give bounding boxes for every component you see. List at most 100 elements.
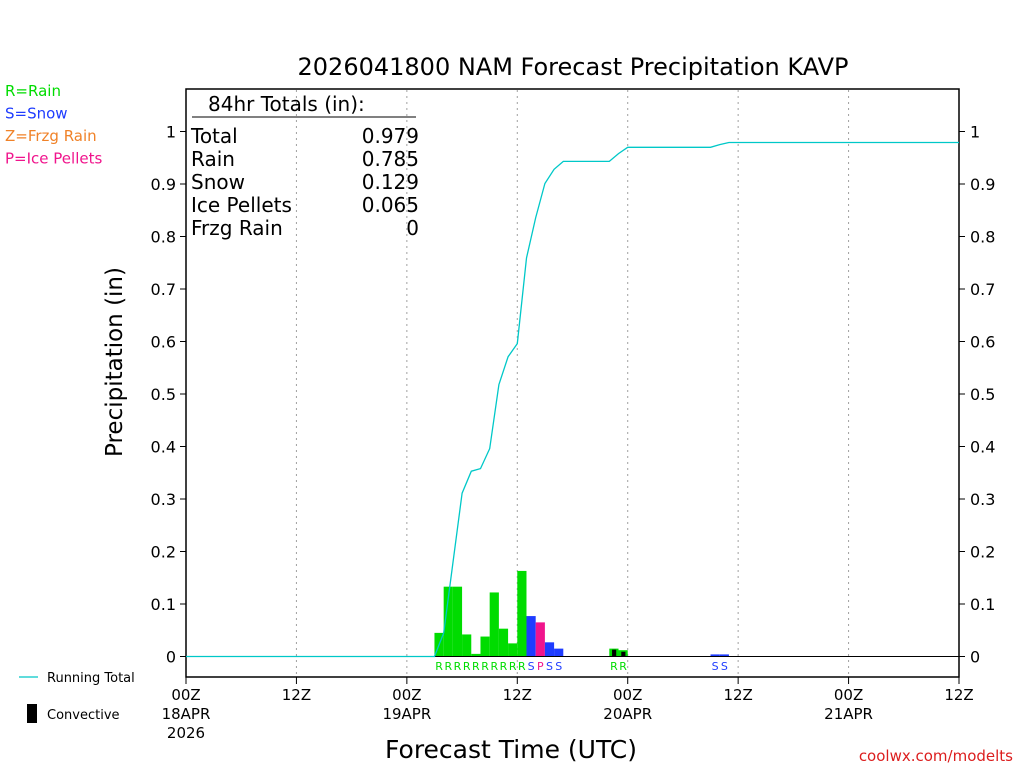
bar-R xyxy=(462,634,472,657)
precip-type-label: R xyxy=(619,660,627,673)
bar-R xyxy=(471,653,481,657)
precip-type-key: R=Rain S=Snow Z=Frzg Rain P=Ice Pellets xyxy=(5,82,102,168)
totals-header: 84hr Totals (in): xyxy=(208,92,365,116)
grid-lines xyxy=(295,90,850,676)
legend-convective-swatch xyxy=(27,704,37,723)
legend-convective-label: Convective xyxy=(47,708,120,723)
bar-S xyxy=(554,648,564,657)
y-tick-label-right: 0.7 xyxy=(970,280,995,299)
y-tick-label-right: 0.6 xyxy=(970,333,995,352)
x-axis-label: Forecast Time (UTC) xyxy=(385,735,637,764)
precip-type-label: P xyxy=(537,660,544,673)
y-tick-label-left: 0.8 xyxy=(151,228,176,247)
convective-series xyxy=(612,649,626,657)
precip-type-label: R xyxy=(490,660,498,673)
y-tick-label-left: 1 xyxy=(166,123,176,142)
convective-bar xyxy=(612,649,617,657)
y-tick-label-left: 0.9 xyxy=(151,175,176,194)
key-entry: S=Snow xyxy=(5,105,68,123)
precip-type-label: S xyxy=(721,660,728,673)
precip-type-label: R xyxy=(472,660,480,673)
bar-S xyxy=(719,654,729,657)
x-tick-label: 00Z xyxy=(834,686,863,704)
x-tick-label: 12Z xyxy=(723,686,752,704)
convective-bar xyxy=(621,651,626,657)
x-tick-year-label: 2026 xyxy=(167,724,205,742)
precip-type-label: R xyxy=(454,660,462,673)
key-entry: Z=Frzg Rain xyxy=(5,127,97,145)
y-tick-label-right: 0.8 xyxy=(970,228,995,247)
precip-type-label: R xyxy=(444,660,452,673)
y-tick-label-right: 0.2 xyxy=(970,543,995,562)
x-tick-date-label: 18APR xyxy=(162,705,211,723)
totals-row-label: Rain xyxy=(191,147,235,171)
precip-type-label: R xyxy=(435,660,443,673)
y-tick-label-left: 0 xyxy=(166,648,176,667)
legend-running-total-label: Running Total xyxy=(47,671,135,686)
totals-row-label: Frzg Rain xyxy=(191,216,283,240)
y-tick-label-right: 0.9 xyxy=(970,175,995,194)
bar-S xyxy=(526,616,536,657)
running-total-line xyxy=(186,141,959,658)
precip-type-label: S xyxy=(528,660,535,673)
key-entry: R=Rain xyxy=(5,82,61,100)
x-tick-date-label: 20APR xyxy=(603,705,652,723)
y-tick-label-left: 0.1 xyxy=(151,595,176,614)
precip-type-label: S xyxy=(712,660,719,673)
bar-S xyxy=(710,654,720,657)
y-axis-ticks: 0 0 0.1 0.1 0.2 0.2 0.3 0.3 0.4 0.4 0.5 0.5 0.6 0.6 0.… xyxy=(151,123,996,667)
totals-row-value: 0.065 xyxy=(362,193,419,217)
y-tick-label-left: 0.3 xyxy=(151,490,176,509)
precip-type-label: S xyxy=(546,660,553,673)
key-entry: P=Ice Pellets xyxy=(5,150,102,168)
bar-P xyxy=(535,622,545,657)
totals-row-value: 0.785 xyxy=(362,147,419,171)
chart-title: 2026041800 NAM Forecast Precipitation KA… xyxy=(298,53,849,81)
running-total-series xyxy=(186,141,959,658)
y-tick-label-right: 0.1 xyxy=(970,595,995,614)
x-tick-label: 12Z xyxy=(282,686,311,704)
precip-type-label: R xyxy=(518,660,526,673)
totals-row-value: 0.129 xyxy=(362,170,419,194)
x-tick-label: 12Z xyxy=(944,686,973,704)
precip-type-label: S xyxy=(555,660,562,673)
y-tick-label-right: 0.5 xyxy=(970,385,995,404)
totals-row-label: Ice Pellets xyxy=(191,193,292,217)
y-tick-label-right: 0 xyxy=(970,648,980,667)
credit-link[interactable]: coolwx.com/modelts xyxy=(859,747,1013,765)
x-tick-label: 00Z xyxy=(613,686,642,704)
y-tick-label-left: 0.6 xyxy=(151,333,176,352)
bar-S xyxy=(544,642,555,657)
totals-row-value: 0 xyxy=(406,216,419,240)
x-tick-date-label: 19APR xyxy=(382,705,431,723)
bar-series xyxy=(434,570,729,657)
precip-type-label: R xyxy=(481,660,489,673)
precip-type-label: R xyxy=(509,660,517,673)
bar-R xyxy=(517,570,527,657)
y-tick-label-right: 0.3 xyxy=(970,490,995,509)
totals-row-label: Snow xyxy=(191,170,245,194)
totals-row-value: 0.979 xyxy=(362,124,419,148)
y-tick-label-right: 0.4 xyxy=(970,438,995,457)
totals-box: 84hr Totals (in): Total 0.979 Rain 0.785 Sno… xyxy=(190,92,419,240)
x-tick-label: 12Z xyxy=(503,686,532,704)
bar-R xyxy=(508,643,518,657)
plot-frame xyxy=(185,88,960,678)
bar-R xyxy=(489,592,499,657)
y-tick-label-left: 0.4 xyxy=(151,438,176,457)
bar-R xyxy=(480,636,490,657)
precip-type-label: R xyxy=(463,660,471,673)
y-tick-label-left: 0.2 xyxy=(151,543,176,562)
precip-type-label: R xyxy=(610,660,618,673)
y-tick-label-left: 0.7 xyxy=(151,280,176,299)
legend: Running Total Convective xyxy=(19,671,135,723)
y-tick-label-right: 1 xyxy=(970,123,980,142)
y-tick-label-left: 0.5 xyxy=(151,385,176,404)
bar-R xyxy=(498,628,509,657)
totals-row-label: Total xyxy=(190,124,238,148)
x-tick-label: 00Z xyxy=(392,686,421,704)
bar-R xyxy=(443,586,453,657)
